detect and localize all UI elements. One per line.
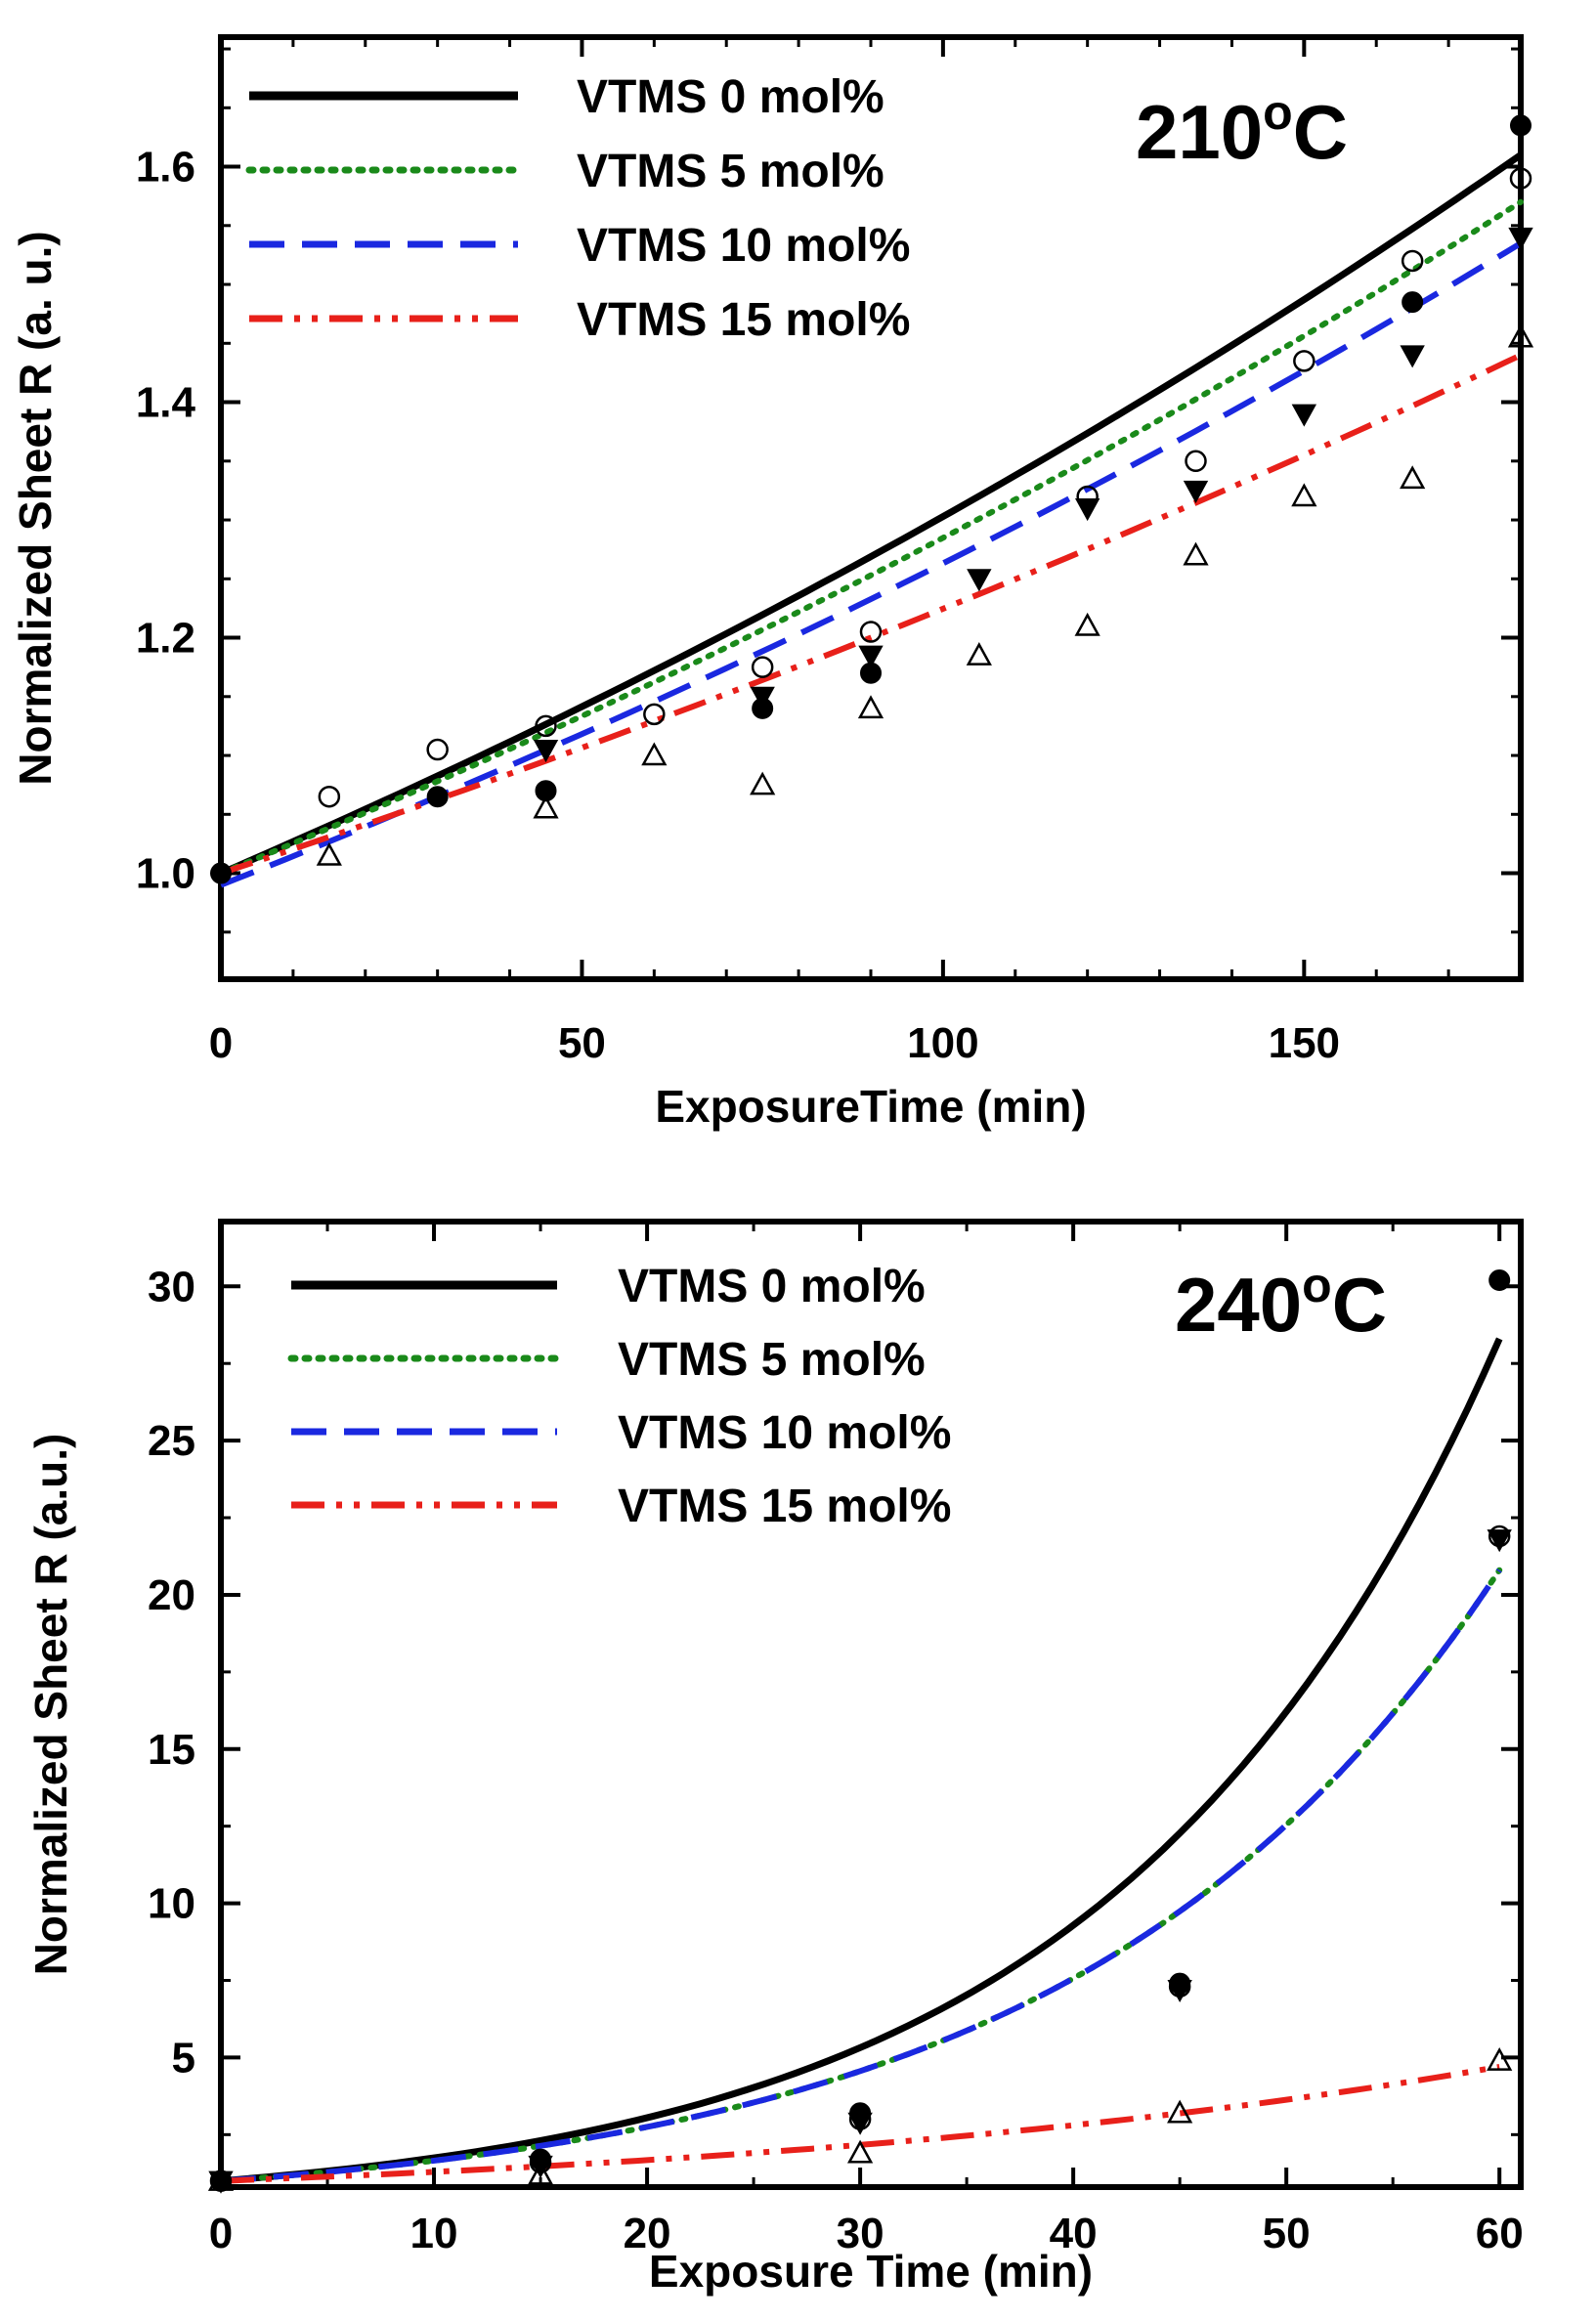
x-tick-label: 30	[837, 2210, 884, 2257]
data-point-vtms-10-mol	[858, 645, 884, 668]
x-tick-label: 20	[624, 2210, 671, 2257]
data-point-vtms-5-mol	[1401, 249, 1424, 273]
fit-line-vtms-15-mol	[220, 352, 1523, 877]
temperature-value: 210	[1136, 89, 1263, 175]
data-point-vtms-10-mol	[1508, 227, 1533, 250]
data-point-vtms-5-mol	[426, 738, 449, 761]
x-tick-label: 100	[907, 1019, 978, 1067]
data-point-vtms-0-mol	[1402, 291, 1424, 314]
data-point-vtms-10-mol	[1291, 404, 1317, 427]
data-point-vtms-5-mol	[1185, 450, 1207, 473]
chart-panel-210c: 0 50 100 150 1.0 1.2 1.4 1.6 ExposureTime (min) N…	[10, 34, 1534, 1132]
data-point-vtms-15-mol	[1167, 2099, 1193, 2124]
data-point-vtms-15-mol	[533, 795, 559, 819]
data-point-vtms-10-mol	[1487, 1529, 1512, 1553]
temperature-label: 210oC	[1136, 85, 1348, 175]
data-point-vtms-0-mol	[1488, 1268, 1511, 1291]
data-point-vtms-15-mol	[1487, 2046, 1513, 2071]
data-point-vtms-10-mol	[1400, 345, 1425, 368]
data-point-vtms-15-mol	[966, 642, 992, 666]
data-point-vtms-5-mol	[751, 656, 774, 678]
y-tick-label: 30	[148, 1263, 195, 1310]
data-point-vtms-15-mol	[750, 771, 776, 795]
data-point-vtms-0-mol	[426, 786, 449, 808]
y-tick-label: 1.6	[136, 144, 195, 192]
data-point-vtms-0-mol	[535, 780, 557, 802]
y-tick-label: 15	[148, 1726, 195, 1774]
y-tick-label: 20	[148, 1571, 195, 1619]
y-tick-label: 10	[148, 1880, 195, 1928]
x-axis-title: ExposureTime (min)	[655, 1081, 1086, 1132]
x-tick-label: 150	[1269, 1019, 1340, 1067]
data-point-vtms-10-mol	[967, 569, 992, 592]
y-tick-label: 1.2	[136, 615, 195, 663]
data-point-vtms-15-mol	[316, 841, 342, 866]
x-tick-label: 50	[558, 1019, 606, 1067]
data-point-vtms-5-mol	[859, 621, 883, 643]
data-point-vtms-15-mol	[527, 2161, 554, 2185]
data-point-vtms-0-mol	[1510, 114, 1531, 137]
data-point-vtms-10-mol	[750, 686, 775, 709]
temperature-label: 240oC	[1175, 1258, 1387, 1348]
y-axis-title: Normalized Sheet R (a. u.)	[10, 231, 61, 785]
data-point-vtms-15-mol	[207, 2168, 235, 2191]
legend-label-vtms-5-mol: VTMS 5 mol%	[577, 146, 884, 197]
data-point-vtms-10-mol	[1183, 480, 1209, 504]
temperature-value: 240	[1175, 1262, 1302, 1348]
x-tick-label: 0	[209, 2210, 233, 2257]
degree-superscript: o	[1302, 1258, 1332, 1312]
legend-label-vtms-10-mol: VTMS 10 mol%	[577, 220, 910, 272]
y-tick-label: 1.0	[136, 850, 195, 898]
legend-label-vtms-0-mol: VTMS 0 mol%	[618, 1261, 926, 1312]
data-point-vtms-15-mol	[1074, 612, 1100, 636]
legend-label-vtms-5-mol: VTMS 5 mol%	[618, 1334, 926, 1386]
data-point-vtms-15-mol	[857, 695, 884, 719]
data-point-vtms-10-mol	[847, 2112, 873, 2135]
legend-label-vtms-15-mol: VTMS 15 mol%	[618, 1481, 951, 1532]
data-point-vtms-15-mol	[1507, 323, 1534, 348]
data-point-vtms-5-mol	[535, 714, 557, 738]
x-tick-label: 60	[1476, 2210, 1524, 2257]
x-tick-label: 10	[410, 2210, 458, 2257]
x-axis-title: Exposure Time (min)	[649, 2246, 1093, 2297]
fit-line-vtms-5-mol	[218, 198, 1524, 877]
data-point-vtms-15-mol	[1400, 465, 1426, 490]
temperature-unit: C	[1332, 1262, 1387, 1348]
data-point-vtms-15-mol	[846, 2139, 874, 2164]
legend-label-vtms-0-mol: VTMS 0 mol%	[577, 71, 884, 123]
x-tick-label: 0	[209, 1019, 233, 1067]
data-point-vtms-0-mol	[210, 862, 232, 884]
data-point-vtms-10-mol	[1167, 1979, 1192, 2003]
y-tick-label: 1.4	[136, 379, 196, 427]
legend-label-vtms-10-mol: VTMS 10 mol%	[618, 1407, 951, 1459]
x-tick-label: 40	[1050, 2210, 1098, 2257]
fit-line-vtms-0-mol	[219, 151, 1523, 877]
data-point-vtms-5-mol	[643, 703, 666, 726]
y-tick-label: 5	[172, 2034, 195, 2082]
data-point-vtms-15-mol	[641, 742, 668, 766]
plot-frame	[218, 1219, 1524, 2190]
data-point-vtms-15-mol	[1183, 541, 1209, 566]
x-tick-label: 50	[1263, 2210, 1311, 2257]
data-point-vtms-5-mol	[318, 785, 341, 808]
y-tick-label: 25	[148, 1417, 195, 1465]
fit-line-vtms-10-mol	[220, 1568, 1502, 2184]
data-point-vtms-5-mol	[1293, 350, 1316, 372]
data-point-vtms-15-mol	[1291, 483, 1317, 507]
y-axis-title: Normalized Sheet R (a.u.)	[25, 1434, 76, 1976]
temperature-unit: C	[1293, 89, 1348, 175]
data-point-vtms-10-mol	[533, 740, 559, 763]
degree-superscript: o	[1263, 85, 1293, 140]
data-point-vtms-5-mol	[1509, 167, 1532, 190]
legend-label-vtms-15-mol: VTMS 15 mol%	[577, 294, 910, 346]
fit-line-vtms-15-mol	[220, 2063, 1500, 2184]
data-point-vtms-10-mol	[1074, 498, 1100, 522]
